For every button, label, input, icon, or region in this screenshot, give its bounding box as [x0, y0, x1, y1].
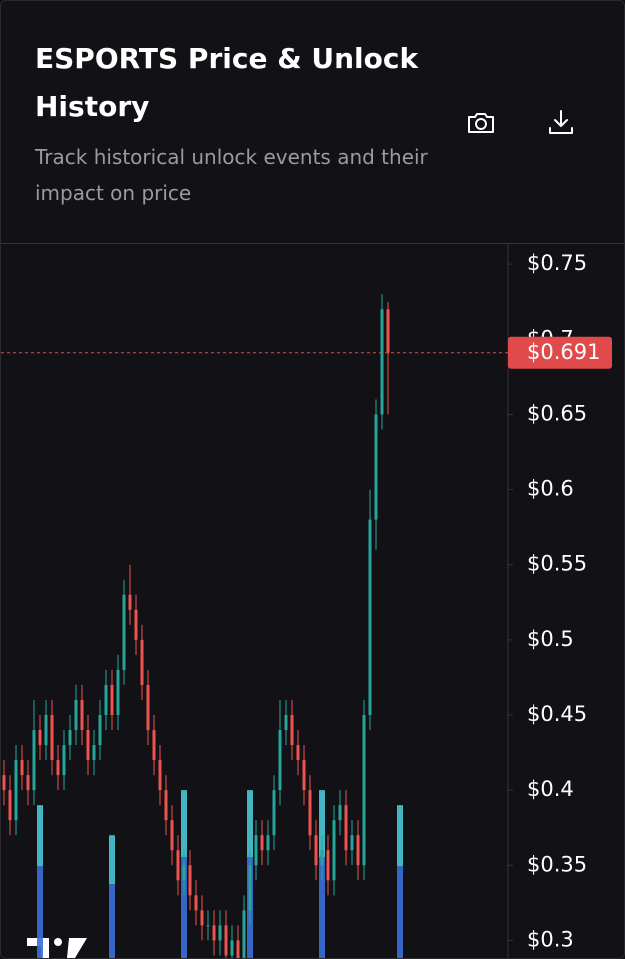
candle-body: [326, 850, 330, 881]
candle-body: [194, 895, 198, 911]
candle-body: [116, 669, 120, 715]
candle-body: [110, 684, 114, 715]
candle-body: [368, 519, 372, 715]
unlock-bar-base: [109, 884, 115, 958]
unlock-bar-base: [397, 866, 403, 958]
last-price-label: $0.691: [527, 340, 600, 364]
unlock-bar: [37, 805, 43, 867]
candle-body: [104, 684, 108, 715]
y-tick-label: $0.75: [527, 251, 587, 275]
candle-body: [86, 730, 90, 761]
candle-body: [248, 865, 252, 911]
candle-body: [188, 865, 192, 896]
candle-body: [50, 714, 54, 761]
candle-body: [146, 684, 150, 731]
last-price-box: [508, 336, 612, 369]
unlock-bar: [397, 805, 403, 867]
y-tick-label: $0.45: [527, 702, 587, 726]
candle-body: [302, 760, 306, 791]
unlock-bar: [109, 835, 115, 885]
candle-body: [386, 309, 390, 353]
candle-body: [128, 594, 132, 610]
candle-body: [314, 835, 318, 866]
unlock-bar: [181, 790, 187, 858]
chart: $0.3 $0.35 $0.4 $0.45 $0.5 $0.55 $0.6 $0.65 $0.7…: [1, 244, 612, 958]
candle-body: [308, 790, 312, 836]
y-tick-label: $0.5: [527, 627, 574, 651]
candle-body: [332, 820, 336, 881]
title: ESPORTS Price & Unlock History: [35, 42, 419, 123]
candle-body: [224, 925, 228, 956]
candle-body: [254, 835, 258, 866]
tv-logo: [27, 938, 87, 958]
candle-body: [338, 805, 342, 821]
candle-body: [32, 730, 36, 791]
candle-body: [284, 714, 288, 731]
candle-body: [362, 714, 366, 866]
candle-body: [200, 910, 204, 926]
y-tick-label: $0.4: [527, 777, 574, 801]
candle-body: [8, 790, 12, 821]
candle-body: [266, 835, 270, 851]
candle-body: [44, 714, 48, 746]
candle-body: [278, 730, 282, 791]
candle-body: [356, 835, 360, 866]
candle-body: [80, 699, 84, 731]
candle-body: [236, 940, 240, 958]
candle-body: [158, 760, 162, 791]
candle-body: [380, 309, 384, 415]
candle-body: [74, 699, 78, 731]
candle-body: [320, 850, 324, 866]
y-tick-label: $0.3: [527, 927, 574, 951]
candle-body: [212, 925, 216, 941]
candle-body: [374, 414, 378, 520]
candle-body: [290, 714, 294, 746]
y-tick-label: $0.55: [527, 552, 587, 576]
candle-body: [98, 714, 102, 746]
unlock-bar: [247, 790, 253, 858]
unlock-bar: [319, 790, 325, 858]
candle-body: [92, 745, 96, 761]
header: ESPORTS Price & Unlock History Track his…: [1, 1, 624, 244]
camera-button[interactable]: [463, 105, 499, 141]
candle-body: [164, 790, 168, 821]
candle-body: [170, 820, 174, 851]
candle-body: [2, 775, 6, 791]
y-tick-label: $0.35: [527, 852, 587, 876]
y-tick-label: $0.65: [527, 401, 587, 425]
candle-body: [38, 730, 42, 746]
candle-body: [20, 760, 24, 776]
candle-body: [140, 639, 144, 685]
unlock-bar-base: [319, 857, 325, 958]
candle-body: [26, 775, 30, 791]
candle-body: [14, 760, 18, 821]
candle-body: [176, 850, 180, 881]
candle-body: [152, 730, 156, 761]
candle-body: [230, 940, 234, 956]
candle-body: [182, 865, 186, 881]
candle-body: [218, 925, 222, 941]
candle-body: [272, 790, 276, 836]
subtitle: Track historical unlock events and their…: [35, 145, 428, 205]
candle-body: [296, 745, 300, 761]
candle-body: [68, 730, 72, 746]
candle-body: [260, 835, 264, 851]
download-button[interactable]: [543, 105, 579, 141]
candle-body: [62, 745, 66, 776]
candle-body: [206, 925, 210, 927]
unlock-bar-base: [37, 866, 43, 958]
candle-body: [122, 594, 126, 670]
candle-body: [344, 805, 348, 851]
candle-body: [350, 835, 354, 851]
candle-body: [242, 910, 246, 958]
unlock-bar-base: [181, 857, 187, 958]
candle-body: [134, 609, 138, 640]
y-tick-label: $0.6: [527, 477, 574, 501]
candle-body: [56, 760, 60, 776]
